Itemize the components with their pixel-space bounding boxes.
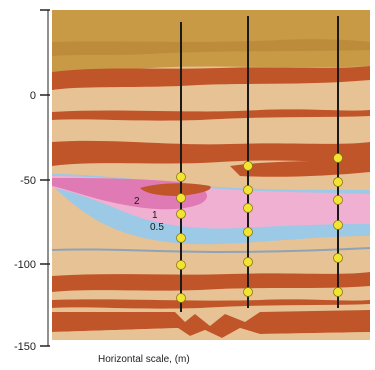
sample-point [176, 209, 186, 219]
sample-point [243, 227, 253, 237]
clay-band-2 [52, 140, 370, 166]
basal-sand [52, 328, 370, 340]
sample-point [243, 203, 253, 213]
top-soil-highlight [52, 39, 370, 56]
clay-band-1 [52, 66, 370, 90]
sample-point [333, 195, 343, 205]
clay-stripe-1 [52, 109, 370, 121]
sample-point [333, 253, 343, 263]
sample-point [243, 161, 253, 171]
contour-label-1: 1 [152, 210, 158, 221]
horizontal-axis-title: Horizontal scale, (m) [98, 354, 190, 365]
sample-point [333, 220, 343, 230]
tick-label-minus150: -150 [14, 341, 36, 353]
tick-label-0: 0 [30, 90, 36, 102]
sample-point [176, 193, 186, 203]
contour-label-2: 2 [134, 196, 140, 207]
sample-point [243, 287, 253, 297]
sample-point [333, 153, 343, 163]
borehole-1 [176, 22, 186, 312]
tick-label-minus50: -50 [20, 175, 36, 187]
sample-point [243, 185, 253, 195]
sample-point [243, 257, 253, 267]
clay-band-bottom [52, 310, 370, 338]
borehole-2 [243, 16, 253, 308]
borehole-3 [333, 16, 343, 308]
vertical-axis-ticks [40, 9, 50, 347]
top-soil-layer [52, 10, 370, 72]
clay-band-3 [52, 272, 370, 292]
sample-point [333, 177, 343, 187]
tick-label-minus100: -100 [14, 259, 36, 271]
water-line [51, 247, 371, 254]
sample-point [176, 260, 186, 270]
contour-label-0-5: 0.5 [150, 222, 164, 233]
clay-lens-1 [230, 158, 370, 177]
sample-point [176, 293, 186, 303]
sample-point [333, 287, 343, 297]
sample-point [176, 233, 186, 243]
clay-stripe-2 [52, 299, 370, 309]
clay-lens-2 [140, 183, 211, 196]
sample-point [176, 172, 186, 182]
